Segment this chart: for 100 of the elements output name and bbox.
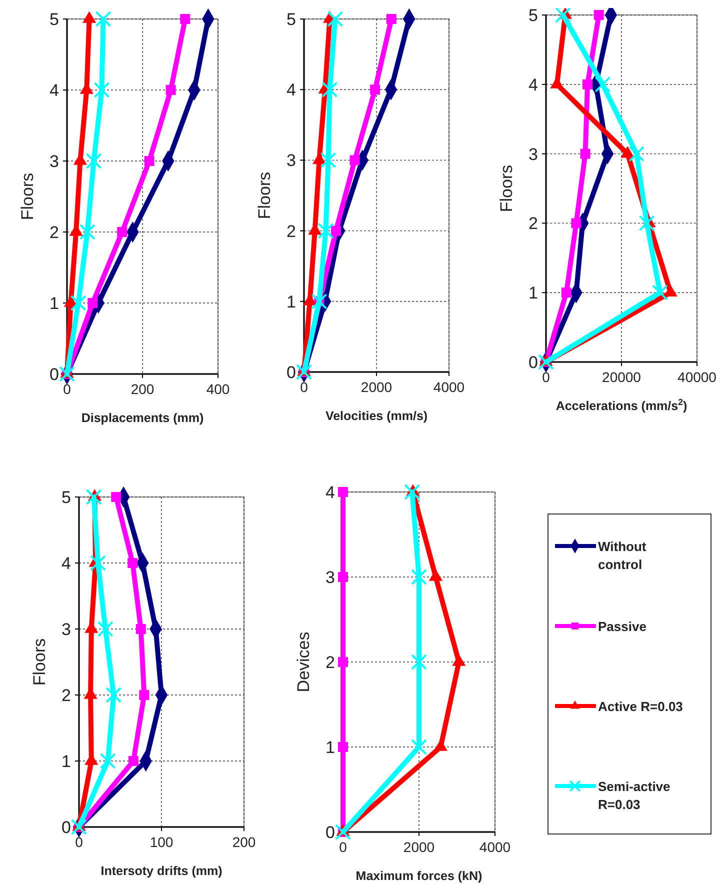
x-axis-title: Accelerations (mm/s$^{2}$) [556,397,688,413]
point [106,687,122,703]
y-tick-label: 3 [62,620,71,639]
point [111,492,122,502]
y-tick-label: 1 [62,752,71,771]
x-tick-label: 4000 [433,379,465,395]
point [79,224,96,240]
point [370,84,380,95]
point [71,819,87,835]
y-tick-label: 2 [326,653,335,672]
point [327,11,344,27]
point [561,288,572,298]
y-tick-label: 5 [62,488,71,507]
point [70,295,86,311]
y-tick-label: 1 [50,294,59,313]
x-tick-label: 40000 [678,369,717,385]
point [411,569,427,585]
x-tick-label: 20000 [602,369,642,385]
x-axis-title: Intersoty drifts (mm) [100,864,222,878]
point [296,364,312,380]
y-axis-title: Floors [30,638,49,686]
point [638,215,655,232]
legend-label: Without control [598,539,647,572]
point [144,156,154,166]
point [594,10,604,20]
y-tick-label: 5 [50,10,59,29]
y-tick-label: 2 [50,223,59,242]
point [117,227,128,237]
x-tick-label: 2000 [360,379,392,395]
legend-label: Passive [598,619,646,634]
y-tick-label: 5 [286,10,296,29]
x-axis-title: Displacements (mm) [81,411,204,425]
point [411,739,427,755]
y-axis-title: Floors [497,164,516,212]
point [538,354,554,370]
y-axis-title: Floors [255,172,274,220]
point [95,11,112,27]
x-tick-label: 0 [542,369,550,385]
point [322,82,338,98]
point [97,621,114,637]
point [320,152,336,168]
point [571,218,582,228]
point [94,82,110,98]
y-tick-label: 2 [62,686,71,705]
y-tick-label: 1 [326,738,335,757]
legend-label: Active R=0.03 [598,699,683,714]
x-axis-title: Maximum forces (kN) [356,869,482,883]
point [100,753,116,769]
point [311,293,328,310]
y-tick-label: 3 [528,144,538,164]
point [338,572,348,582]
point [136,624,146,634]
y-tick-label: 0 [62,818,71,837]
y-tick-label: 4 [62,554,71,573]
y-tick-label: 4 [50,81,59,100]
point [59,366,75,382]
x-tick-label: 100 [150,834,174,850]
point [128,558,138,568]
point [166,85,176,95]
x-tick-label: 200 [232,834,256,850]
y-tick-label: 3 [326,568,335,587]
y-tick-label: 2 [286,222,296,241]
x-tick-label: 4000 [479,839,511,855]
y-tick-label: 4 [528,75,538,94]
point [404,484,420,500]
x-tick-label: 2000 [403,839,435,855]
y-axis-title: Floors [18,172,37,220]
point [86,489,102,505]
y-tick-label: 2 [528,214,538,234]
y-axis-title: Devices [294,632,313,692]
point [330,226,341,236]
point [86,153,102,169]
point [335,824,351,840]
legend-label: Semi-active R=0.03 [598,779,670,812]
y-tick-label: 1 [528,284,538,303]
y-tick-label: 5 [528,6,538,25]
point [318,222,334,239]
x-tick-label: 400 [206,381,230,397]
point [90,555,106,571]
x-tick-label: 200 [130,381,154,397]
y-tick-label: 4 [286,80,296,100]
point [580,148,590,159]
x-tick-label: 0 [339,839,348,855]
y-tick-label: 1 [286,292,296,312]
point [652,284,668,301]
x-tick-label: 0 [75,834,84,850]
y-tick-label: 3 [50,152,59,171]
point [554,8,571,23]
point [338,657,348,667]
point [386,14,396,24]
point [88,298,98,308]
point [338,742,348,752]
point [628,146,645,162]
x-tick-label: 0 [300,379,308,395]
y-tick-label: 4 [326,483,335,502]
point [180,14,190,24]
point [338,487,348,497]
point [582,79,593,90]
y-tick-label: 0 [528,353,538,372]
point [411,654,427,670]
